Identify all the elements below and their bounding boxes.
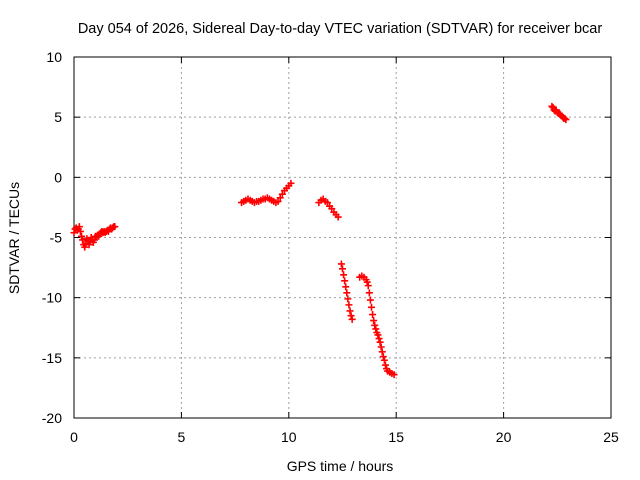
x-tick-label: 25	[603, 429, 619, 445]
data-point	[371, 321, 379, 329]
data-point	[372, 325, 380, 333]
y-tick-label: -15	[42, 350, 62, 366]
axis-ticks: 0 5 10 15 20 25 -20 -15 -10 -5 0 5 10	[42, 49, 619, 445]
data-point	[562, 116, 570, 124]
data-point	[364, 282, 372, 290]
data-points	[70, 102, 570, 379]
data-point	[561, 114, 569, 122]
data-point	[334, 213, 342, 221]
data-point	[339, 265, 346, 273]
data-point	[367, 303, 375, 311]
grid-lines	[74, 57, 611, 418]
x-axis-label: GPS time / hours	[287, 458, 394, 474]
data-point	[346, 307, 354, 315]
data-point	[363, 278, 371, 286]
data-point	[344, 295, 352, 303]
data-point	[366, 296, 374, 304]
chart-title: Day 054 of 2026, Sidereal Day-to-day VTE…	[78, 21, 603, 37]
data-point	[81, 243, 89, 251]
x-tick-label: 15	[388, 429, 404, 445]
data-point	[365, 289, 373, 297]
data-point	[85, 241, 93, 249]
data-point	[369, 311, 377, 319]
x-tick-label: 20	[496, 429, 512, 445]
y-axis-label: SDTVAR / TECUs	[6, 182, 22, 294]
x-tick-label: 10	[281, 429, 297, 445]
data-point	[111, 223, 119, 231]
y-tick-label: -20	[42, 410, 62, 426]
y-tick-label: 10	[46, 49, 62, 65]
data-point	[370, 317, 378, 325]
data-point	[374, 331, 382, 339]
data-point	[375, 335, 383, 343]
data-point	[276, 194, 284, 202]
data-point	[90, 236, 98, 244]
data-point	[348, 315, 356, 323]
data-point	[378, 348, 386, 356]
data-point	[341, 277, 349, 285]
data-point	[343, 289, 351, 297]
data-point	[379, 353, 387, 361]
data-point	[345, 301, 353, 309]
data-point	[287, 179, 295, 187]
data-point	[377, 343, 385, 351]
y-tick-label: -10	[42, 290, 62, 306]
data-point	[347, 312, 355, 320]
data-point	[381, 361, 389, 369]
data-point	[76, 227, 84, 235]
data-point	[380, 356, 388, 364]
x-tick-label: 5	[178, 429, 186, 445]
data-point	[342, 283, 350, 291]
data-point	[79, 236, 87, 244]
data-point	[278, 190, 286, 198]
y-tick-label: 0	[54, 169, 62, 185]
data-point	[78, 232, 86, 240]
data-point	[548, 102, 556, 110]
data-point	[340, 271, 348, 279]
data-point	[376, 338, 384, 346]
x-tick-label: 0	[70, 429, 78, 445]
data-point	[75, 223, 83, 231]
data-point	[390, 371, 398, 379]
data-point	[73, 226, 81, 234]
data-point	[274, 197, 282, 205]
y-tick-label: -5	[50, 230, 63, 246]
data-point	[323, 199, 331, 207]
y-tick-label: 5	[54, 109, 62, 125]
data-point	[328, 205, 336, 213]
data-point	[337, 260, 345, 268]
